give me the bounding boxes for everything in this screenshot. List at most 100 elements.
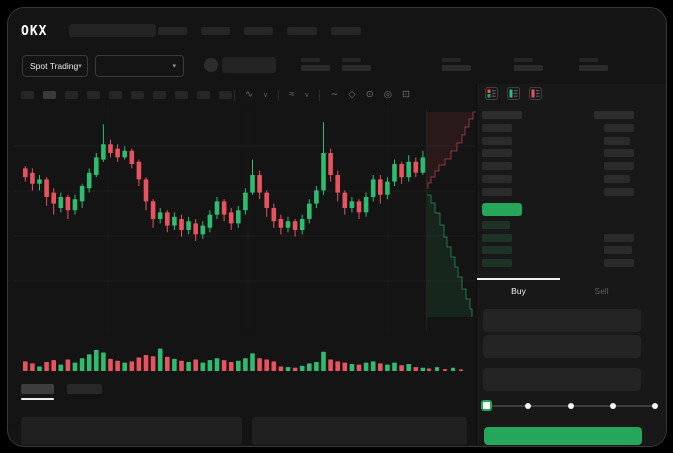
- orders-tab-active[interactable]: [21, 384, 54, 394]
- orders-table-placeholder: [21, 417, 242, 445]
- panel-divider: [476, 84, 477, 446]
- ask-row-price[interactable]: [482, 187, 512, 196]
- orders-tab-indicator: [21, 398, 54, 400]
- timeframe-button[interactable]: [43, 91, 56, 99]
- app-window: OKX Spot Trading ▾ ▾ ∿ ∨ ≈ ∨ ∼ ◇ ⊙ ◎ ⊡: [8, 8, 666, 446]
- orderbook-header-left[interactable]: [482, 111, 522, 119]
- buy-tab-indicator: [477, 278, 560, 280]
- market-type-label: Spot Trading: [30, 61, 79, 71]
- ask-row-price[interactable]: [482, 149, 512, 158]
- timeframe-button[interactable]: [175, 91, 188, 99]
- chevron-down-icon: ▾: [172, 62, 176, 70]
- bid-row-price[interactable]: [482, 233, 512, 242]
- pair-select-dropdown[interactable]: ▾: [95, 55, 184, 77]
- book-view-combined-icon[interactable]: [485, 87, 498, 100]
- bid-row-amount[interactable]: [604, 258, 634, 267]
- ask-row-amount[interactable]: [604, 187, 634, 196]
- candle-style-icon[interactable]: ∿: [245, 89, 253, 101]
- buy-submit-button[interactable]: [484, 427, 642, 445]
- stat-label-placeholder: [579, 58, 598, 62]
- line-tool-icon[interactable]: ∼: [330, 89, 339, 101]
- ask-row-amount[interactable]: [604, 149, 634, 158]
- trade-input-field[interactable]: [483, 309, 641, 332]
- slider-stop-dot[interactable]: [525, 403, 532, 409]
- orderbook-header-right[interactable]: [594, 111, 634, 119]
- book-view-asks-icon[interactable]: [529, 87, 542, 100]
- fullscreen-icon[interactable]: ⊡: [401, 89, 410, 101]
- stat-value-placeholder: [342, 65, 371, 71]
- timeframe-buttons: [21, 91, 232, 99]
- ask-row-price[interactable]: [482, 124, 512, 132]
- timeframe-button[interactable]: [109, 91, 122, 99]
- slider-stop-dot[interactable]: [609, 403, 616, 409]
- nav-item-placeholder[interactable]: [244, 27, 273, 35]
- nav-item-placeholder[interactable]: [158, 27, 187, 35]
- slider-stop-dot[interactable]: [567, 403, 574, 409]
- chevron-down-icon: ▾: [78, 62, 82, 70]
- stat-value-placeholder: [442, 65, 471, 71]
- bid-row-amount[interactable]: [604, 233, 634, 242]
- ask-row-price[interactable]: [482, 162, 512, 171]
- camera-icon[interactable]: ⊙: [365, 89, 374, 101]
- ticker-stat-group: [442, 58, 471, 71]
- toolbar-divider: [319, 89, 321, 101]
- nav-item-placeholder[interactable]: [287, 27, 317, 35]
- ask-row-price[interactable]: [482, 174, 512, 183]
- timeframe-button[interactable]: [131, 91, 144, 99]
- trade-tabs: Buy Sell: [477, 278, 643, 304]
- volume-chart: [23, 348, 463, 371]
- ask-row-price[interactable]: [482, 136, 512, 145]
- bid-row-price[interactable]: [482, 246, 512, 254]
- nav-links: [158, 26, 375, 36]
- timeframe-button[interactable]: [153, 91, 166, 99]
- stat-value-placeholder: [301, 65, 330, 71]
- nav-item-placeholder[interactable]: [201, 27, 230, 35]
- magnet-icon[interactable]: ◇: [348, 89, 356, 101]
- timeframe-button[interactable]: [219, 91, 232, 99]
- chart-tool-icons: ∿ ∨ ≈ ∨ ∼ ◇ ⊙ ◎ ⊡: [234, 88, 410, 102]
- pair-coin-icon: [204, 58, 218, 72]
- depth-chart: [426, 109, 478, 331]
- trade-input-field[interactable]: [483, 335, 641, 358]
- search-input[interactable]: [69, 24, 156, 37]
- slider-stop-dot[interactable]: [652, 403, 658, 409]
- market-type-dropdown[interactable]: Spot Trading ▾: [22, 55, 88, 77]
- nav-item-placeholder[interactable]: [331, 27, 361, 35]
- ask-row-amount[interactable]: [604, 162, 634, 171]
- tab-sell[interactable]: Sell: [594, 286, 609, 296]
- bid-row-price[interactable]: [482, 221, 510, 229]
- slider-handle[interactable]: [480, 400, 492, 411]
- orderbook-trade-panel: Buy Sell: [477, 84, 666, 446]
- ticker-stat-group: [579, 58, 608, 71]
- timeframe-button[interactable]: [21, 91, 34, 99]
- amount-slider[interactable]: [477, 396, 666, 416]
- ticker-stat-group: [514, 58, 543, 71]
- trade-input-field[interactable]: [483, 368, 641, 391]
- ask-row-amount[interactable]: [604, 174, 630, 183]
- ticker-stat-group: [301, 58, 330, 71]
- target-icon[interactable]: ◎: [383, 89, 392, 101]
- bid-row-price[interactable]: [482, 258, 512, 267]
- ask-row-amount[interactable]: [604, 124, 634, 132]
- bid-row-amount[interactable]: [604, 246, 632, 254]
- chevron-down-icon[interactable]: ∨: [262, 92, 269, 99]
- ask-row-amount[interactable]: [604, 136, 630, 145]
- book-view-bids-icon[interactable]: [507, 87, 520, 100]
- tab-buy[interactable]: Buy: [511, 286, 526, 296]
- toolbar-divider: [234, 89, 235, 101]
- last-price-badge[interactable]: [482, 203, 522, 216]
- stat-label-placeholder: [301, 58, 320, 62]
- indicators-icon[interactable]: ≈: [289, 89, 295, 101]
- stat-label-placeholder: [514, 58, 533, 62]
- okx-logo[interactable]: OKX: [21, 24, 48, 39]
- pair-name-placeholder: [222, 57, 276, 73]
- stat-label-placeholder: [342, 58, 361, 62]
- orders-table-placeholder: [252, 417, 467, 445]
- chevron-down-icon[interactable]: ∨: [304, 92, 310, 99]
- timeframe-button[interactable]: [65, 91, 78, 99]
- ticker-stat-group: [342, 58, 371, 71]
- timeframe-button[interactable]: [197, 91, 210, 99]
- orders-tab-secondary[interactable]: [67, 384, 102, 394]
- candlestick-chart[interactable]: [13, 107, 475, 331]
- timeframe-button[interactable]: [87, 91, 100, 99]
